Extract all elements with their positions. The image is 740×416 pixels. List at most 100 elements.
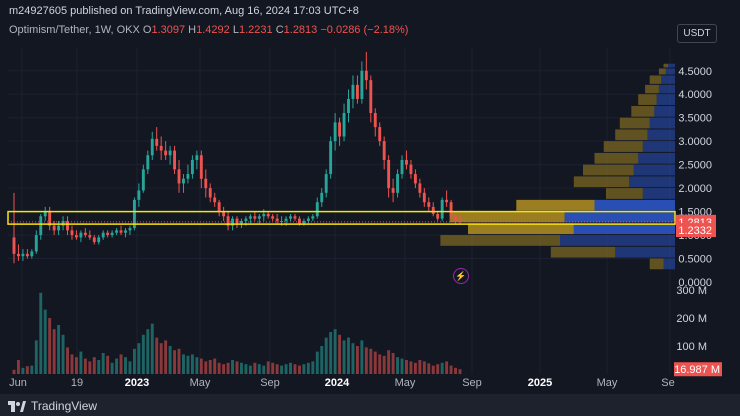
volume-bar xyxy=(436,364,440,374)
volume-bar xyxy=(195,357,199,374)
volume-bar xyxy=(83,358,87,374)
time-tick-label: May xyxy=(190,377,211,389)
tradingview-logo[interactable]: TradingView xyxy=(8,399,97,413)
candle-body xyxy=(34,235,38,252)
time-tick-label: Se xyxy=(661,377,674,389)
box-low-label: 1.2332 xyxy=(678,225,712,237)
candle-body xyxy=(409,164,413,175)
volume-bar xyxy=(338,334,342,374)
volume-bar xyxy=(235,361,239,374)
candle-body xyxy=(315,202,319,217)
volume-profile-up xyxy=(654,105,675,117)
candle-body xyxy=(240,220,243,224)
volume-bar xyxy=(405,360,408,374)
candle-body xyxy=(413,174,417,184)
volume-bar xyxy=(17,360,20,374)
volume-profile-down xyxy=(468,223,574,235)
volume-bar xyxy=(289,362,292,374)
volume-bar xyxy=(141,334,145,374)
time-tick-label: 2025 xyxy=(528,377,552,389)
volume-bar xyxy=(173,350,177,374)
volume-bar xyxy=(440,362,444,374)
volume-profile-down xyxy=(516,199,595,211)
candle-body xyxy=(128,228,132,231)
volume-profile-down xyxy=(440,235,560,246)
price-chart[interactable]: 4.50004.00003.50003.00002.50002.00001.50… xyxy=(0,0,740,394)
volume-bar xyxy=(333,329,337,374)
candle-body xyxy=(92,237,96,243)
price-tick-label: 0.0000 xyxy=(678,277,712,289)
volume-profile-down xyxy=(603,141,643,152)
candle-body xyxy=(271,216,275,219)
candle-body xyxy=(355,84,359,99)
candle-body xyxy=(168,150,172,156)
volume-profile-up xyxy=(647,129,675,141)
candle-body xyxy=(88,235,92,238)
candle-body xyxy=(12,237,16,254)
volume-bar xyxy=(293,364,297,374)
volume-tick-label: 200 M xyxy=(676,313,707,325)
volume-bar xyxy=(159,343,163,374)
volume-bar xyxy=(409,361,413,374)
price-tick-label: 2.5000 xyxy=(678,160,712,172)
volume-bar xyxy=(199,358,203,374)
candle-body xyxy=(57,225,61,231)
volume-bar xyxy=(30,365,34,374)
lightning-icon[interactable]: ⚡ xyxy=(453,268,469,284)
candle-body xyxy=(83,232,87,236)
volume-profile-down xyxy=(649,75,662,84)
volume-bar xyxy=(427,363,431,374)
candle-body xyxy=(208,188,212,198)
candle-body xyxy=(115,230,119,233)
volume-bar xyxy=(34,340,38,374)
candle-body xyxy=(150,138,154,156)
candle-body xyxy=(431,206,435,214)
candle-body xyxy=(257,216,261,219)
candle-body xyxy=(186,174,190,179)
volume-bar xyxy=(150,323,154,374)
volume-bar xyxy=(418,360,422,374)
candle-body xyxy=(244,218,248,221)
candle-body xyxy=(364,70,368,81)
volume-bar xyxy=(25,366,29,374)
candle-body xyxy=(137,190,141,200)
candle-body xyxy=(119,230,123,233)
candle-body xyxy=(222,211,226,217)
volume-bar xyxy=(231,360,234,374)
candle-body xyxy=(320,192,324,203)
volume-bar xyxy=(164,340,168,374)
volume-bar xyxy=(110,362,114,374)
candle-body xyxy=(17,253,20,257)
volume-profile-down xyxy=(449,211,565,223)
candle-body xyxy=(382,141,386,160)
time-tick-label: Sep xyxy=(260,377,280,389)
candle-body xyxy=(329,141,333,175)
volume-bar xyxy=(21,367,25,374)
volume-bar xyxy=(155,337,159,374)
volume-profile-down xyxy=(573,176,629,188)
volume-bar xyxy=(413,362,417,374)
currency-button[interactable]: USDT xyxy=(677,24,717,43)
candle-body xyxy=(66,220,69,231)
low-value: 1.2231 xyxy=(238,24,273,36)
candle-body xyxy=(293,216,297,219)
volume-bar xyxy=(311,361,315,374)
volume-bar xyxy=(70,354,74,374)
volume-bar xyxy=(347,337,350,374)
volume-bar xyxy=(182,354,185,374)
candle-body xyxy=(199,155,203,179)
volume-bar xyxy=(297,365,301,374)
volume-bar xyxy=(119,354,123,374)
volume-profile-up xyxy=(573,223,675,235)
candle-body xyxy=(396,174,400,193)
candle-body xyxy=(30,251,34,257)
tradingview-logo-icon xyxy=(8,400,26,412)
volume-bar xyxy=(177,348,181,374)
candle-body xyxy=(124,230,127,233)
candle-body xyxy=(177,169,181,184)
volume-profile-up xyxy=(668,63,675,68)
volume-bar xyxy=(57,325,61,374)
candle-body xyxy=(61,220,65,226)
volume-bar xyxy=(43,309,47,374)
footer-bar xyxy=(0,394,740,416)
